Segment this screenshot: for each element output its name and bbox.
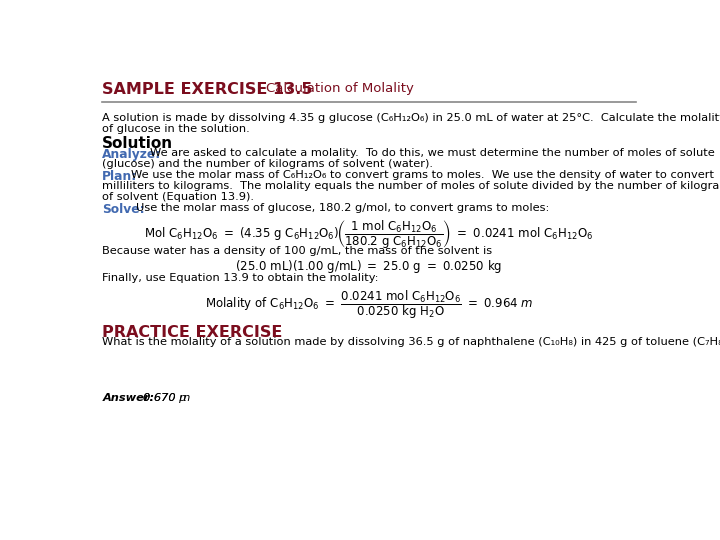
Text: milliliters to kilograms.  The molality equals the number of moles of solute div: milliliters to kilograms. The molality e… — [102, 181, 720, 191]
Text: Analyze:: Analyze: — [102, 148, 161, 161]
Text: Solve:: Solve: — [102, 203, 145, 216]
Text: Answer:: Answer: — [102, 393, 154, 403]
Text: Finally, use Equation 13.9 to obtain the molality:: Finally, use Equation 13.9 to obtain the… — [102, 273, 379, 283]
Text: of solvent (Equation 13.9).: of solvent (Equation 13.9). — [102, 192, 254, 202]
Text: Solution: Solution — [102, 136, 174, 151]
Text: We are asked to calculate a molality.  To do this, we must determine the number : We are asked to calculate a molality. To… — [150, 148, 715, 158]
Text: Use the molar mass of glucose, 180.2 g/mol, to convert grams to moles:: Use the molar mass of glucose, 180.2 g/m… — [136, 203, 549, 213]
Text: Calculation of Molality: Calculation of Molality — [266, 82, 414, 95]
Text: 0.670 μ: 0.670 μ — [143, 393, 186, 403]
Text: Plan:: Plan: — [102, 170, 138, 183]
Text: $\mathrm{(25.0\ mL)(1.00\ g/mL)\ =\ 25.0\ g\ =\ 0.0250\ kg}$: $\mathrm{(25.0\ mL)(1.00\ g/mL)\ =\ 25.0… — [235, 258, 503, 275]
Text: PRACTICE EXERCISE: PRACTICE EXERCISE — [102, 325, 283, 340]
Text: 0.670 m: 0.670 m — [143, 393, 190, 403]
Text: $\mathrm{Mol\ C_6H_{12}O_6\ =\ (4.35\ g\ C_6H_{12}O_6)\!\left(\dfrac{1\ mol\ C_6: $\mathrm{Mol\ C_6H_{12}O_6\ =\ (4.35\ g\… — [145, 218, 593, 250]
Text: (glucose) and the number of kilograms of solvent (water).: (glucose) and the number of kilograms of… — [102, 159, 433, 169]
Text: Because water has a density of 100 g/mL, the mass of the solvent is: Because water has a density of 100 g/mL,… — [102, 246, 492, 255]
Text: SAMPLE EXERCISE 13.5: SAMPLE EXERCISE 13.5 — [102, 82, 312, 97]
Text: $\mathrm{Molality\ of\ C_6H_{12}O_6\ =\ \dfrac{0.0241\ mol\ C_6H_{12}O_6}{0.0250: $\mathrm{Molality\ of\ C_6H_{12}O_6\ =\ … — [204, 288, 534, 321]
Text: A solution is made by dissolving 4.35 g glucose (C₆H₁₂O₆) in 25.0 mL of water at: A solution is made by dissolving 4.35 g … — [102, 113, 720, 123]
Text: of glucose in the solution.: of glucose in the solution. — [102, 124, 250, 134]
Text: We use the molar mass of C₆H₁₂O₆ to convert grams to moles.  We use the density : We use the molar mass of C₆H₁₂O₆ to conv… — [131, 170, 714, 180]
Text: What is the molality of a solution made by dissolving 36.5 g of naphthalene (C₁₀: What is the molality of a solution made … — [102, 337, 720, 347]
